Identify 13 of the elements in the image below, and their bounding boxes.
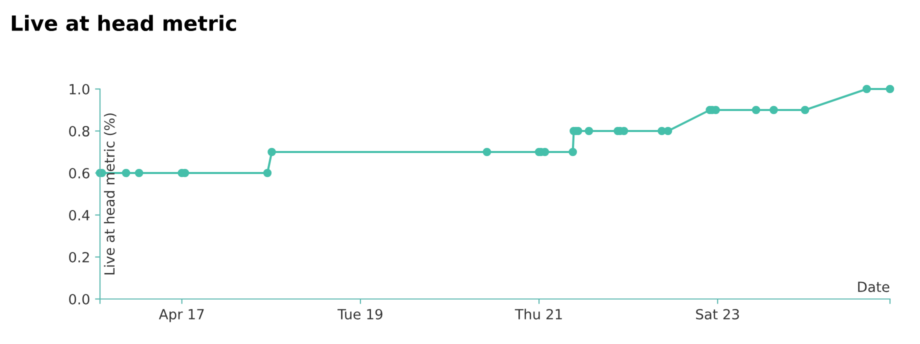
y-tick-label: 0.0 [69,294,90,304]
chart-title: Live at head metric [12,14,236,32]
x-tick-label: Sat 23 [696,308,739,320]
x-tick-label: Thu 21 [514,308,562,320]
y-tick-label: 0.2 [69,252,89,262]
x-tick-label: Tue 19 [337,308,382,320]
x-axis-title: Date [858,282,890,292]
y-axis-title: Live at head metric (%) [104,113,116,274]
y-tick-label: 0.6 [69,168,90,178]
y-tick-label: 1.0 [70,84,90,94]
y-tick-label: 0.8 [69,126,90,136]
y-tick-label: 0.4 [69,210,90,220]
x-tick-label: Apr 17 [158,309,204,322]
